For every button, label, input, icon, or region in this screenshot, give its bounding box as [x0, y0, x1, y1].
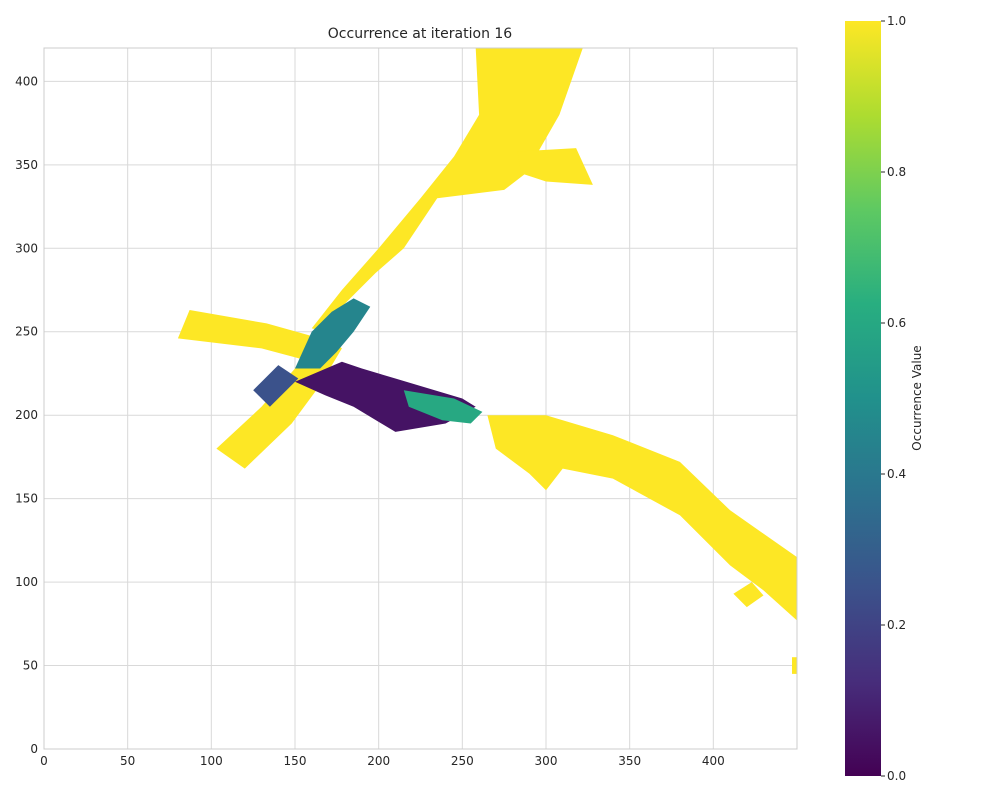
colorbar	[845, 21, 881, 776]
y-tick-label: 350	[15, 158, 38, 172]
y-tick-label: 400	[15, 74, 38, 88]
y-tick-label: 250	[15, 325, 38, 339]
x-tick-label: 400	[702, 754, 725, 768]
x-axis: 0 50 100 150 200 250 300 350 400	[40, 754, 725, 768]
x-tick-label: 50	[120, 754, 135, 768]
occurrence-region-10	[403, 390, 483, 424]
occurrence-regions	[177, 48, 797, 674]
x-tick-label: 350	[618, 754, 641, 768]
occurrence-region-3	[177, 310, 321, 362]
colorbar-tick-label: 0.0	[887, 769, 906, 783]
x-tick-label: 100	[200, 754, 223, 768]
y-tick-label: 300	[15, 241, 38, 255]
x-tick-label: 150	[284, 754, 307, 768]
occurrence-region-4	[487, 415, 797, 621]
x-tick-label: 250	[451, 754, 474, 768]
y-axis: 0 50 100 150 200 250 300 350 400	[15, 74, 38, 756]
x-tick-label: 300	[535, 754, 558, 768]
y-tick-label: 100	[15, 575, 38, 589]
colorbar-label: Occurrence Value	[910, 345, 924, 450]
y-tick-label: 200	[15, 408, 38, 422]
colorbar-tick-label: 0.6	[887, 316, 906, 330]
chart-title: Occurrence at iteration 16	[328, 26, 513, 42]
x-tick-label: 200	[367, 754, 390, 768]
occurrence-region-8	[295, 298, 371, 369]
occurrence-region-1	[517, 148, 593, 185]
colorbar-tick-label: 0.8	[887, 165, 906, 179]
colorbar-tick-label: 0.4	[887, 467, 906, 481]
occurrence-region-9	[253, 365, 299, 407]
colorbar-ticks: 0.0 0.2 0.4 0.6 0.8 1.0	[881, 14, 906, 783]
occurrence-region-6	[792, 657, 797, 674]
colorbar-tick-label: 1.0	[887, 14, 906, 28]
colorbar-tick-label: 0.2	[887, 618, 906, 632]
x-tick-label: 0	[40, 754, 48, 768]
y-tick-label: 50	[23, 659, 38, 673]
occurrence-region-5	[733, 582, 764, 608]
occurrence-region-0	[311, 48, 583, 332]
y-tick-label: 0	[30, 742, 38, 756]
occurrence-region-7	[295, 361, 476, 452]
plot-frame	[43, 47, 798, 750]
y-tick-label: 150	[15, 492, 38, 506]
